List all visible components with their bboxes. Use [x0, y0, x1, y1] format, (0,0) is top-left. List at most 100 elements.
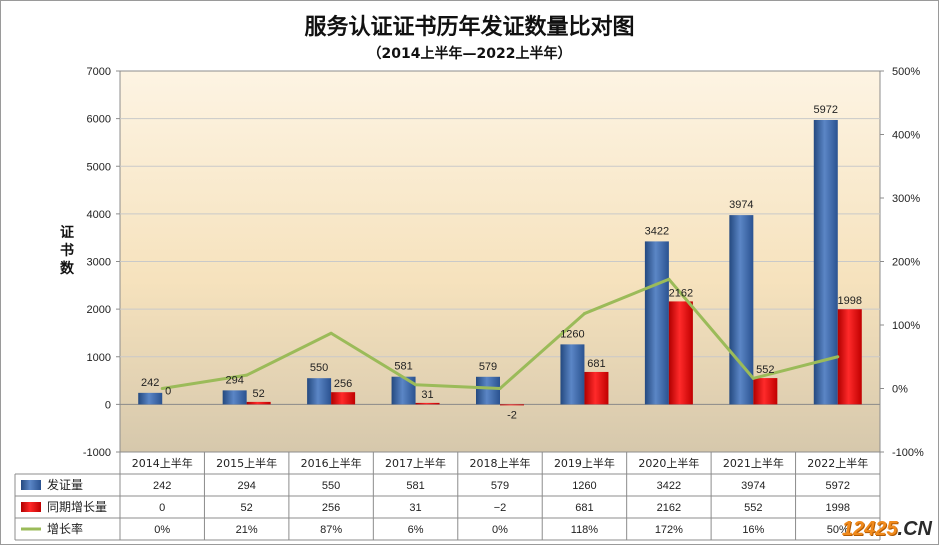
table-cell: 87% [320, 524, 342, 536]
data-label-growth: 681 [587, 358, 605, 370]
table-cell: 0% [492, 524, 508, 536]
bar-growth [331, 392, 356, 405]
data-label-growth: 0 [165, 385, 171, 397]
bar-growth [246, 401, 271, 405]
bar-issued [644, 241, 669, 405]
table-cell: 3422 [657, 480, 681, 492]
growth-rate-point [751, 376, 755, 380]
y-tick-label: 4000 [87, 209, 111, 221]
table-cell: 21% [236, 524, 258, 536]
data-label-growth: 1998 [838, 295, 862, 307]
table-row-name: 增长率 [47, 521, 83, 536]
legend-key-growth [21, 502, 41, 512]
growth-rate-point [414, 383, 418, 387]
y2-tick-label: 200% [892, 257, 920, 269]
data-label-growth: 31 [421, 389, 433, 401]
y2-tick-label: 500% [892, 66, 920, 78]
chart-subtitle: （2014上半年—2022上半年） [367, 46, 572, 62]
y-axis-label: 证书数 [60, 225, 75, 277]
y-tick-label: 1000 [87, 352, 111, 364]
table-cell: 0 [159, 502, 165, 514]
category-label: 2014上半年 [132, 456, 193, 470]
category-label: 2019上半年 [554, 456, 615, 470]
y-tick-label: 2000 [87, 304, 111, 316]
table-cell: 552 [744, 502, 762, 514]
bar-issued [222, 390, 247, 405]
category-label: 2017上半年 [385, 456, 446, 470]
growth-rate-point [329, 331, 333, 335]
data-label-growth: 2162 [669, 287, 693, 299]
table-row-name: 发证量 [47, 477, 83, 492]
table-cell: 52 [241, 502, 253, 514]
bar-issued [307, 378, 332, 405]
table-cell: 31 [409, 502, 421, 514]
table-cell: 1260 [572, 480, 596, 492]
y2-tick-label: 100% [892, 320, 920, 332]
y-tick-label: 0 [105, 399, 111, 411]
data-label-issued: 550 [310, 362, 328, 374]
table-cell: 579 [491, 480, 509, 492]
y-tick-label: 7000 [87, 66, 111, 78]
table-cell: 256 [322, 502, 340, 514]
data-label-growth: 52 [253, 388, 265, 400]
data-label-growth: -2 [507, 409, 517, 421]
table-cell: 172% [655, 524, 683, 536]
bar-issued [560, 344, 585, 405]
table-cell: 3974 [741, 480, 765, 492]
data-label-issued: 1260 [560, 328, 584, 340]
table-row-name: 同期增长量 [47, 500, 107, 514]
data-label-issued: 242 [141, 377, 159, 389]
growth-rate-point [667, 277, 671, 281]
y2-tick-label: 300% [892, 193, 920, 205]
category-label: 2022上半年 [807, 456, 868, 470]
data-label-issued: 3974 [729, 199, 753, 211]
y-tick-label: 5000 [87, 161, 111, 173]
data-label-issued: 581 [394, 361, 412, 373]
y2-tick-label: 400% [892, 130, 920, 142]
data-label-issued: 3422 [645, 225, 669, 237]
table-cell: 1998 [826, 502, 850, 514]
data-label-issued: 5972 [814, 104, 838, 116]
watermark-number: 12425 [841, 518, 898, 540]
bar-growth [584, 371, 609, 405]
bar-growth [415, 402, 440, 405]
table-cell: 0% [154, 524, 170, 536]
table-cell: 2162 [657, 502, 681, 514]
bar-issued [138, 392, 163, 405]
growth-rate-point [160, 387, 164, 390]
table-cell: 6% [408, 524, 424, 536]
y-tick-label: 6000 [87, 114, 111, 126]
y2-tick-label: -100% [892, 447, 924, 459]
table-cell: 581 [406, 480, 424, 492]
category-label: 2020上半年 [638, 456, 699, 470]
chart-title: 服务认证证书历年发证数量比对图 [304, 14, 635, 40]
table-cell: 681 [575, 502, 593, 514]
y2-tick-label: 0% [892, 384, 908, 396]
table-cell: 550 [322, 480, 340, 492]
data-label-growth: 552 [756, 364, 774, 376]
table-cell: 5972 [826, 480, 850, 492]
table-cell: 118% [571, 524, 599, 536]
bar-growth [837, 309, 862, 405]
data-label-issued: 579 [479, 361, 497, 373]
watermark-tld: .CN [897, 518, 932, 540]
table-cell: 294 [237, 480, 255, 492]
table-cell: −2 [494, 502, 507, 514]
growth-rate-point [498, 387, 502, 390]
category-label: 2018上半年 [470, 456, 531, 470]
legend-key-issued [21, 480, 41, 490]
growth-rate-point [836, 355, 840, 359]
table-cell: 50% [827, 524, 849, 536]
category-label: 2016上半年 [301, 456, 362, 470]
table-cell: 242 [153, 480, 171, 492]
bar-issued [476, 376, 500, 405]
growth-rate-point [582, 312, 586, 316]
data-label-issued: 294 [225, 374, 243, 386]
bar-growth [753, 378, 778, 405]
category-label: 2015上半年 [216, 456, 277, 470]
y-tick-label: 3000 [87, 257, 111, 269]
category-label: 2021上半年 [723, 456, 784, 470]
bar-growth [668, 301, 693, 405]
watermark: 12425.CN [842, 518, 932, 541]
